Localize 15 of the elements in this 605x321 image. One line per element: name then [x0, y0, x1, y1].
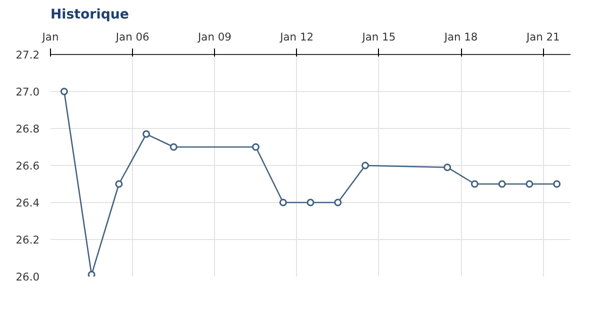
y-tick-label: 26.2: [16, 234, 40, 246]
x-tick-label: Jan 09: [197, 30, 232, 44]
y-tick-label: 26.4: [16, 196, 40, 210]
y-tick-label: 26.8: [16, 122, 40, 136]
x-tick-label: Jan 18: [443, 30, 478, 44]
x-tick-label: Jan 21: [525, 30, 560, 44]
x-tick-label: Jan 06: [114, 30, 150, 44]
y-tick-label: 26.0: [16, 270, 40, 284]
y-tick-label: 27.0: [16, 86, 40, 98]
x-tick-label: Jan 15: [361, 30, 396, 44]
y-tick-label: 26.6: [16, 160, 40, 172]
chart-title: Historique: [50, 8, 129, 22]
x-tick-label: Jan: [41, 30, 59, 44]
x-tick-label: Jan 12: [279, 30, 314, 44]
y-tick-label: 27.2: [16, 48, 40, 62]
